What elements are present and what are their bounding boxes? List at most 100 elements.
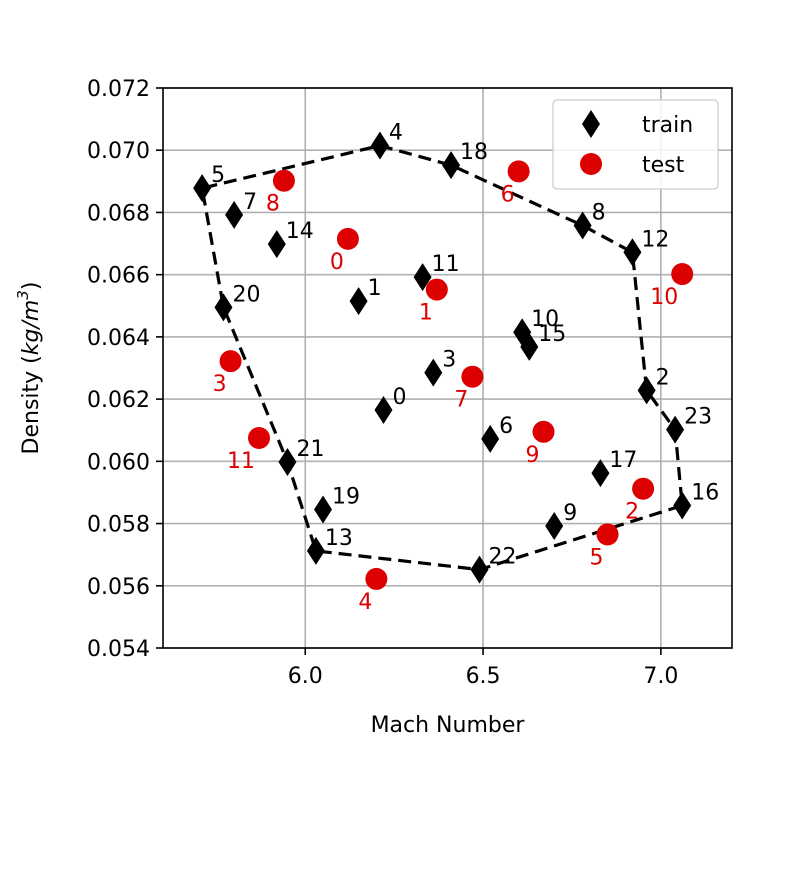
legend: train test	[552, 99, 719, 190]
train-point-14	[267, 230, 286, 259]
train-point-13	[306, 536, 325, 565]
test-point-10	[671, 263, 694, 286]
train-point-label-21: 21	[296, 437, 324, 462]
data-points	[193, 131, 694, 590]
train-point-label-20: 20	[232, 282, 260, 307]
train-point-2	[637, 376, 656, 405]
test-point-6	[507, 160, 530, 183]
test-point-label-0: 0	[330, 250, 344, 275]
x-tick-label-2: 7.0	[643, 664, 678, 689]
train-point-21	[278, 447, 297, 476]
train-point-label-7: 7	[243, 190, 257, 215]
train-point-label-0: 0	[392, 385, 406, 410]
x-axis: 6.0 6.5 7.0	[288, 648, 678, 689]
train-point-17	[591, 459, 610, 488]
legend-train-label: train	[642, 113, 693, 138]
legend-box	[552, 99, 719, 190]
test-point-label-3: 3	[213, 372, 227, 397]
train-point-23	[666, 415, 685, 444]
train-point-label-14: 14	[286, 219, 314, 244]
train-point-11	[413, 263, 432, 292]
test-point-label-2: 2	[625, 500, 639, 525]
train-point-1	[349, 287, 368, 316]
x-axis-title: Mach Number	[371, 713, 526, 738]
test-point-label-6: 6	[501, 182, 515, 207]
y-tick-label-5: 0.064	[87, 326, 150, 351]
train-point-5	[193, 174, 212, 203]
y-tick-label-3: 0.060	[87, 450, 150, 475]
test-point-label-7: 7	[454, 388, 468, 413]
train-point-label-16: 16	[691, 481, 719, 506]
test-point-2	[632, 477, 655, 500]
train-point-label-19: 19	[332, 485, 360, 510]
y-tick-label-1: 0.056	[87, 575, 150, 600]
train-point-9	[545, 512, 564, 541]
train-point-label-23: 23	[684, 405, 712, 430]
train-point-22	[470, 555, 489, 584]
train-point-label-1: 1	[368, 276, 382, 301]
y-tick-label-4: 0.062	[87, 388, 150, 413]
y-tick-label-0: 0.054	[87, 637, 150, 662]
y-tick-label-9: 0.072	[87, 77, 150, 102]
train-point-label-12: 12	[641, 227, 669, 252]
test-point-1	[425, 278, 448, 301]
train-point-label-10: 10	[531, 307, 559, 332]
train-point-16	[673, 491, 692, 520]
train-point-label-15: 15	[538, 322, 566, 347]
train-point-label-6: 6	[499, 414, 513, 439]
train-point-20	[214, 293, 233, 322]
y-tick-label-8: 0.070	[87, 139, 150, 164]
train-point-label-11: 11	[432, 252, 460, 277]
train-point-3	[424, 358, 443, 387]
x-tick-label-0: 6.0	[288, 664, 323, 689]
train-point-15	[520, 332, 539, 361]
test-point-label-8: 8	[266, 192, 280, 217]
y-axis-title-unit-exponent: 3	[14, 290, 32, 300]
y-axis: 0.054 0.056 0.058 0.060 0.062 0.064 0.066 0.068…	[87, 77, 163, 662]
train-point-label-22: 22	[489, 545, 517, 570]
train-point-label-5: 5	[211, 163, 225, 188]
test-point-0	[336, 227, 359, 250]
train-point-label-4: 4	[389, 121, 403, 146]
train-point-0	[374, 396, 393, 424]
legend-train-marker	[582, 110, 600, 138]
test-point-7	[461, 365, 484, 388]
train-point-label-3: 3	[442, 348, 456, 373]
train-point-7	[225, 200, 244, 229]
test-point-label-9: 9	[526, 443, 540, 468]
train-point-6	[481, 424, 500, 453]
legend-test-marker	[580, 153, 602, 175]
test-point-label-1: 1	[419, 301, 433, 326]
train-point-label-9: 9	[563, 501, 577, 526]
train-point-4	[370, 131, 389, 160]
test-point-label-10: 10	[650, 285, 678, 310]
train-point-19	[314, 495, 333, 524]
y-axis-title-text: Density	[19, 371, 44, 455]
train-point-8	[573, 211, 592, 240]
test-point-8	[272, 169, 295, 192]
test-point-label-4: 4	[358, 590, 372, 615]
test-point-9	[532, 420, 555, 443]
y-tick-label-6: 0.066	[87, 264, 150, 289]
test-point-label-11: 11	[227, 449, 255, 474]
train-point-18	[442, 151, 461, 180]
test-point-11	[248, 427, 271, 449]
y-tick-label-7: 0.068	[87, 201, 150, 226]
x-tick-label-1: 6.5	[466, 664, 501, 689]
train-point-label-13: 13	[325, 526, 353, 551]
train-point-label-2: 2	[656, 365, 670, 390]
train-point-12	[623, 238, 642, 267]
train-point-label-17: 17	[609, 448, 637, 473]
test-point-3	[219, 350, 242, 373]
y-axis-title: Density (kg/m3)	[14, 282, 44, 455]
test-point-label-5: 5	[590, 545, 604, 570]
train-point-label-18: 18	[460, 140, 488, 165]
legend-test-label: test	[642, 153, 685, 178]
y-axis-title-unit: kg/m	[19, 300, 44, 356]
plot-frame	[162, 87, 733, 649]
train-point-label-8: 8	[592, 201, 606, 226]
y-tick-label-2: 0.058	[87, 513, 150, 538]
test-point-5	[596, 523, 619, 546]
